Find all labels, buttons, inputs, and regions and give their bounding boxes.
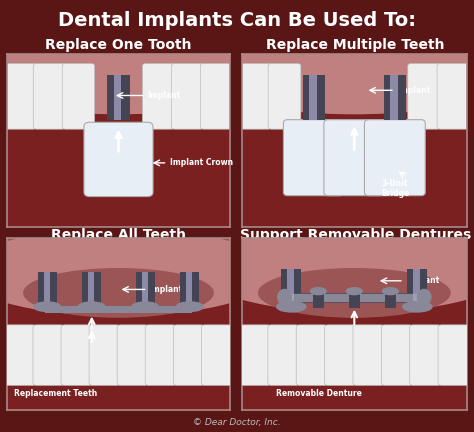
Bar [180, 272, 199, 307]
Text: Implant: Implant [147, 91, 181, 100]
FancyBboxPatch shape [33, 325, 64, 385]
Bar [413, 269, 420, 307]
FancyBboxPatch shape [33, 64, 65, 129]
Ellipse shape [0, 168, 274, 289]
Text: © Dear Doctor, Inc.: © Dear Doctor, Inc. [193, 418, 281, 427]
Text: 3-Unit
Bridge: 3-Unit Bridge [381, 179, 410, 198]
Text: Dental Implants Can Be Used To:: Dental Implants Can Be Used To: [58, 11, 416, 30]
FancyBboxPatch shape [143, 64, 175, 129]
Text: Implant: Implant [397, 86, 430, 95]
FancyBboxPatch shape [173, 325, 204, 385]
FancyBboxPatch shape [381, 325, 413, 385]
FancyBboxPatch shape [84, 122, 153, 197]
FancyBboxPatch shape [410, 325, 441, 385]
Bar [284, 293, 424, 302]
FancyBboxPatch shape [268, 325, 300, 385]
FancyBboxPatch shape [201, 325, 233, 385]
Text: Replace One Tooth: Replace One Tooth [45, 38, 192, 52]
Ellipse shape [0, 36, 274, 114]
FancyBboxPatch shape [365, 120, 425, 196]
FancyBboxPatch shape [89, 325, 120, 385]
Ellipse shape [197, 0, 474, 93]
Bar [385, 288, 396, 308]
FancyBboxPatch shape [325, 325, 356, 385]
Bar [281, 269, 301, 307]
Ellipse shape [0, 0, 274, 93]
Bar [107, 75, 130, 120]
Ellipse shape [310, 288, 326, 295]
Text: Replace Multiple Teeth: Replace Multiple Teeth [266, 38, 445, 52]
FancyBboxPatch shape [4, 64, 36, 129]
Text: Implant: Implant [150, 285, 183, 294]
Bar [38, 272, 57, 307]
Ellipse shape [383, 288, 398, 295]
FancyBboxPatch shape [324, 120, 385, 196]
Bar [302, 75, 325, 120]
Ellipse shape [417, 289, 431, 305]
Bar [313, 288, 324, 308]
FancyBboxPatch shape [62, 64, 94, 129]
Text: Replacement Teeth: Replacement Teeth [14, 389, 97, 397]
Bar [390, 75, 398, 120]
FancyBboxPatch shape [201, 64, 233, 129]
Ellipse shape [0, 229, 274, 315]
Ellipse shape [197, 36, 474, 114]
Ellipse shape [24, 269, 213, 317]
FancyBboxPatch shape [437, 64, 470, 129]
Ellipse shape [197, 168, 474, 289]
Text: Support Removable Dentures: Support Removable Dentures [240, 229, 471, 242]
Ellipse shape [132, 302, 159, 311]
Bar [114, 75, 121, 120]
FancyBboxPatch shape [268, 64, 301, 129]
Bar [309, 75, 317, 120]
Bar [186, 272, 192, 307]
Text: Removable Denture: Removable Denture [275, 389, 361, 397]
Ellipse shape [34, 302, 61, 311]
Bar [44, 272, 50, 307]
FancyBboxPatch shape [296, 325, 328, 385]
Bar [136, 272, 155, 307]
Text: Implant: Implant [406, 276, 439, 285]
FancyBboxPatch shape [172, 64, 204, 129]
FancyBboxPatch shape [438, 325, 470, 385]
FancyBboxPatch shape [353, 325, 384, 385]
Bar [287, 269, 294, 307]
FancyBboxPatch shape [117, 325, 148, 385]
FancyBboxPatch shape [145, 325, 176, 385]
Bar [82, 272, 101, 307]
Ellipse shape [277, 302, 306, 312]
FancyBboxPatch shape [239, 64, 272, 129]
Ellipse shape [176, 302, 203, 311]
Bar [45, 306, 192, 313]
Bar [349, 288, 360, 308]
FancyBboxPatch shape [408, 64, 440, 129]
Ellipse shape [197, 226, 474, 312]
Ellipse shape [78, 302, 105, 311]
Ellipse shape [278, 289, 291, 305]
Ellipse shape [403, 302, 432, 312]
FancyBboxPatch shape [283, 120, 344, 196]
FancyBboxPatch shape [61, 325, 92, 385]
Bar [383, 75, 406, 120]
Ellipse shape [259, 269, 450, 317]
Ellipse shape [346, 288, 362, 295]
Text: Implant Crown: Implant Crown [170, 159, 233, 167]
Bar [142, 272, 148, 307]
Bar [407, 269, 428, 307]
Bar [88, 272, 94, 307]
FancyBboxPatch shape [5, 325, 36, 385]
FancyBboxPatch shape [239, 325, 271, 385]
Text: Replace All Teeth: Replace All Teeth [51, 229, 186, 242]
